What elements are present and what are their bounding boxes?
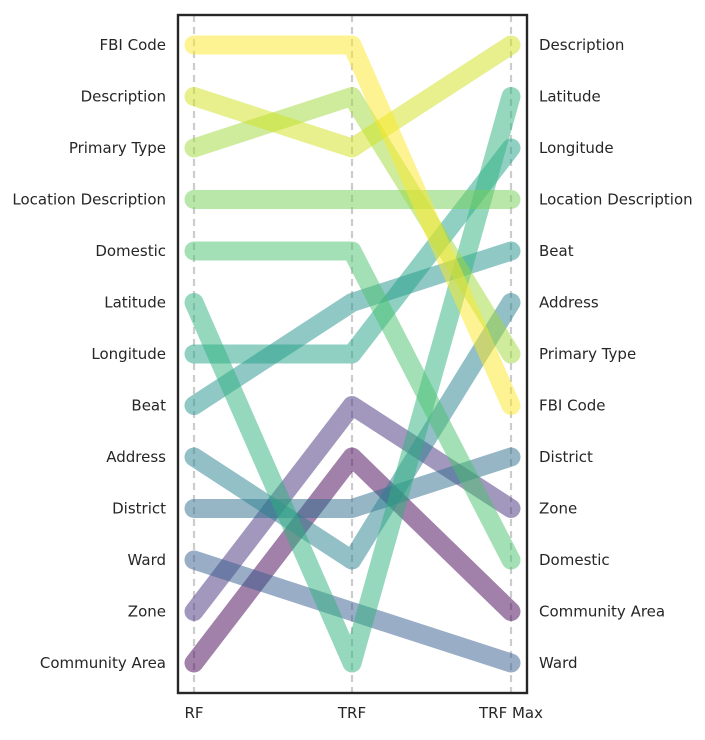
series-line-fbi-code [184,35,521,415]
series-line-address [184,293,521,570]
series-line-domestic [184,241,521,570]
left-label-domestic: Domestic [95,242,166,260]
left-label-zone: Zone [128,603,166,621]
plot-frame [176,13,529,695]
right-label-domestic: Domestic [539,551,610,569]
left-label-community-area: Community Area [40,654,166,672]
right-label-fbi-code: FBI Code [539,397,606,415]
right-rank-labels: Description Latitude Longitude Location Des… [539,36,693,672]
left-label-longitude: Longitude [91,345,166,363]
x-tick-labels: RF TRF TRF Max [184,704,543,722]
x-tick-trf-max: TRF Max [478,704,543,722]
left-rank-labels: FBI Code Description Primary Type Location … [12,36,166,672]
right-label-location-description: Location Description [539,191,693,209]
right-label-description: Description [539,36,624,54]
left-label-ward: Ward [128,551,167,569]
left-label-district: District [112,500,166,518]
left-label-description: Description [81,88,166,106]
right-label-district: District [539,448,593,466]
series-line-ward [184,550,521,673]
left-label-location-description: Location Description [12,191,166,209]
right-label-beat: Beat [539,242,574,260]
right-label-longitude: Longitude [539,139,614,157]
right-label-ward: Ward [539,654,578,672]
series-lines [184,35,521,673]
series-line-community-area [184,447,521,673]
x-tick-trf: TRF [337,704,366,722]
right-label-latitude: Latitude [539,88,601,106]
series-line-description [184,35,521,158]
left-label-latitude: Latitude [104,294,166,312]
series-line-longitude [184,138,521,364]
right-label-community-area: Community Area [539,603,665,621]
left-label-fbi-code: FBI Code [99,36,166,54]
x-tick-rf: RF [184,704,203,722]
right-label-address: Address [539,294,599,312]
right-label-zone: Zone [539,500,577,518]
right-label-primary-type: Primary Type [539,345,636,363]
left-label-address: Address [106,448,166,466]
left-label-beat: Beat [131,397,166,415]
left-label-primary-type: Primary Type [69,139,166,157]
